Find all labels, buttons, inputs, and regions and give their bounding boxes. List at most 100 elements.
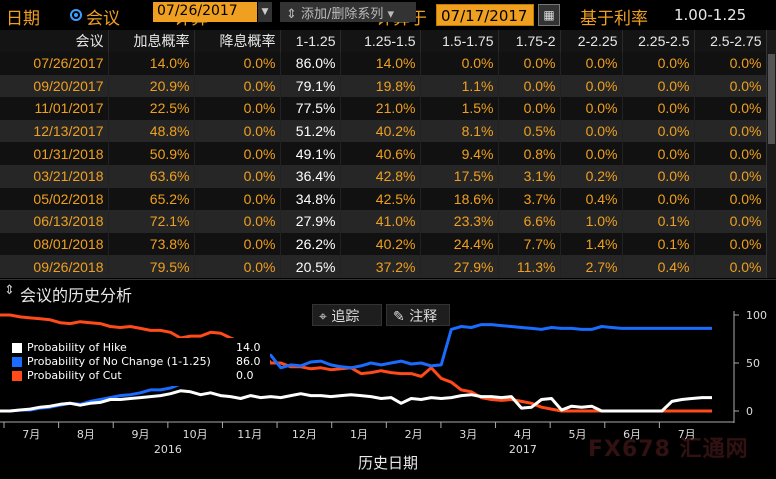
table-row[interactable]: 08/01/2018 73.8% 0.0% 26.2% 40.2% 24.4% 7.7% 1.… (0, 232, 767, 256)
probability-cell: 0.0% (694, 164, 767, 188)
column-header[interactable]: 2-2.25 (560, 30, 623, 52)
annotate-button[interactable]: ✎ 注释 (386, 304, 450, 326)
series-line (0, 389, 712, 413)
scrollbar-thumb[interactable] (768, 54, 775, 144)
probability-cell: 7.7% (498, 232, 561, 256)
meeting-radio[interactable] (70, 9, 82, 21)
probability-cell: 0.0% (694, 74, 767, 98)
track-button[interactable]: ⌖ 追踪 (312, 304, 382, 326)
meeting-date-cell[interactable]: 03/21/2018 (0, 164, 109, 188)
column-header[interactable]: 会议 (0, 30, 109, 52)
crosshair-icon: ⌖ (319, 309, 332, 325)
probability-cell: 73.8% (108, 232, 195, 256)
column-header[interactable]: 1.25-1.5 (340, 30, 421, 52)
base-rate-value: 1.00-1.25 (674, 6, 747, 24)
column-header[interactable]: 加息概率 (108, 30, 195, 52)
probability-cell: 0.0% (194, 97, 281, 120)
probability-cell: 0.0% (622, 142, 695, 165)
series-button-label: 添加/删除系列 (301, 7, 384, 22)
table-row[interactable]: 01/31/2018 50.9% 0.0% 49.1% 40.6% 9.4% 0.8% 0.0… (0, 142, 767, 165)
x-tick-label: 1月 (350, 428, 368, 441)
probability-cell: 1.1% (420, 74, 499, 98)
column-header[interactable]: 降息概率 (194, 30, 281, 52)
probability-cell: 48.8% (108, 119, 195, 143)
column-header[interactable]: 2.5-2.75 (694, 30, 767, 52)
dates-label[interactable]: 日期 (6, 9, 40, 29)
probability-cell: 0.0% (498, 74, 561, 98)
meeting-date-cell[interactable]: 06/13/2018 (0, 210, 109, 233)
probability-cell: 0.0% (560, 97, 623, 120)
table-row[interactable]: 11/01/2017 22.5% 0.0% 77.5% 21.0% 1.5% 0.0% 0.0… (0, 97, 767, 120)
meeting-date-cell[interactable]: 01/31/2018 (0, 142, 109, 165)
x-tick-label: 12月 (292, 428, 317, 441)
table-row[interactable]: 07/26/2017 14.0% 0.0% 86.0% 14.0% 0.0% 0.0% 0.0… (0, 52, 767, 75)
add-remove-series-button[interactable]: ⇕ 添加/删除系列 ▾ (280, 2, 416, 22)
probability-cell: 0.0% (560, 142, 623, 165)
table-row[interactable]: 12/13/2017 48.8% 0.0% 51.2% 40.2% 8.1% 0.5% 0.0… (0, 119, 767, 143)
meeting-date-cell[interactable]: 11/01/2017 (0, 97, 109, 120)
column-header[interactable]: 1.75-2 (498, 30, 561, 52)
meeting-date-cell[interactable]: 09/26/2018 (0, 255, 109, 278)
pencil-icon: ✎ (393, 309, 410, 325)
legend-label: Probability of Hike (27, 341, 127, 354)
history-date-input[interactable]: 07/26/2017 (153, 2, 257, 22)
legend-value: 14.0 (236, 341, 261, 354)
table-row[interactable]: 09/26/2018 79.5% 0.0% 20.5% 37.2% 27.9% 11.3% 2… (0, 255, 767, 278)
y-tick-label: 50 (746, 357, 760, 370)
meeting-date-cell[interactable]: 07/26/2017 (0, 52, 109, 75)
probability-cell: 19.8% (340, 74, 421, 98)
collapse-icon[interactable]: ⇕ (4, 283, 15, 298)
probability-cell: 18.6% (420, 187, 499, 211)
legend-item: Probability of Hike 14.0 (10, 341, 270, 355)
probability-cell: 0.8% (498, 142, 561, 165)
probability-cell: 0.0% (498, 52, 561, 75)
probability-cell: 51.2% (280, 119, 341, 143)
meeting-probability-table: 会议 加息概率 降息概率 1-1.25 1.25-1.5 1.5-1.75 1.… (0, 30, 776, 278)
series-icon: ⇕ (286, 7, 302, 22)
probability-cell: 86.0% (280, 52, 341, 75)
x-tick-label: 8月 (77, 428, 95, 441)
table-row[interactable]: 03/21/2018 63.6% 0.0% 36.4% 42.8% 17.5% 3.1% 0.… (0, 164, 767, 188)
x-tick-label: 11月 (237, 428, 262, 441)
meeting-date-cell[interactable]: 08/01/2018 (0, 232, 109, 256)
probability-cell: 63.6% (108, 164, 195, 188)
column-header[interactable]: 1-1.25 (280, 30, 341, 52)
probability-cell: 0.0% (622, 97, 695, 120)
meeting-date-cell[interactable]: 05/02/2018 (0, 187, 109, 211)
history-panel-bar: ⇕ 会议的历史分析 (0, 279, 776, 305)
x-tick-label: 5月 (568, 428, 586, 441)
probability-cell: 0.0% (694, 232, 767, 256)
probability-cell: 22.5% (108, 97, 195, 120)
probability-cell: 26.2% (280, 232, 341, 256)
meeting-date-cell[interactable]: 12/13/2017 (0, 119, 109, 143)
year-label: 2016 (154, 443, 182, 456)
probability-cell: 77.5% (280, 97, 341, 120)
probability-cell: 6.6% (498, 210, 561, 233)
probability-cell: 14.0% (340, 52, 421, 75)
legend-value: 86.0 (236, 355, 261, 368)
chart-svg: 0 50 100 7月 8月 9月 10月 11月 12月 1月 2月 3月 4月 5月 6月 7月 2016 2… (0, 309, 767, 456)
probability-cell: 0.0% (694, 97, 767, 120)
probability-cell: 0.0% (420, 52, 499, 75)
legend-swatch (12, 357, 22, 367)
calendar-icon[interactable]: ▦ (538, 4, 560, 26)
probability-cell: 0.0% (694, 119, 767, 143)
probability-cell: 0.0% (194, 232, 281, 256)
calc-date-input[interactable]: 07/17/2017 (436, 4, 534, 26)
chevron-down-icon: ▾ (383, 7, 395, 22)
table-row[interactable]: 06/13/2018 72.1% 0.0% 27.9% 41.0% 23.3% 6.6% 1.… (0, 210, 767, 233)
x-tick-label: 9月 (132, 428, 150, 441)
meeting-date-cell[interactable]: 09/20/2017 (0, 74, 109, 98)
probability-cell: 49.1% (280, 142, 341, 165)
probability-cell: 72.1% (108, 210, 195, 233)
column-header[interactable]: 1.5-1.75 (420, 30, 499, 52)
probability-cell: 0.2% (560, 164, 623, 188)
column-header[interactable]: 2.25-2.5 (622, 30, 695, 52)
chevron-down-icon[interactable]: ▼ (258, 2, 272, 22)
meeting-radio-label[interactable]: 会议 (86, 9, 120, 29)
probability-cell: 0.0% (498, 97, 561, 120)
table-scrollbar[interactable] (766, 30, 776, 278)
legend-label: Probability of No Change (1-1.25) (27, 355, 211, 368)
table-row[interactable]: 05/02/2018 65.2% 0.0% 34.8% 42.5% 18.6% 3.7% 0.… (0, 187, 767, 211)
table-row[interactable]: 09/20/2017 20.9% 0.0% 79.1% 19.8% 1.1% 0.0% 0.0… (0, 74, 767, 98)
